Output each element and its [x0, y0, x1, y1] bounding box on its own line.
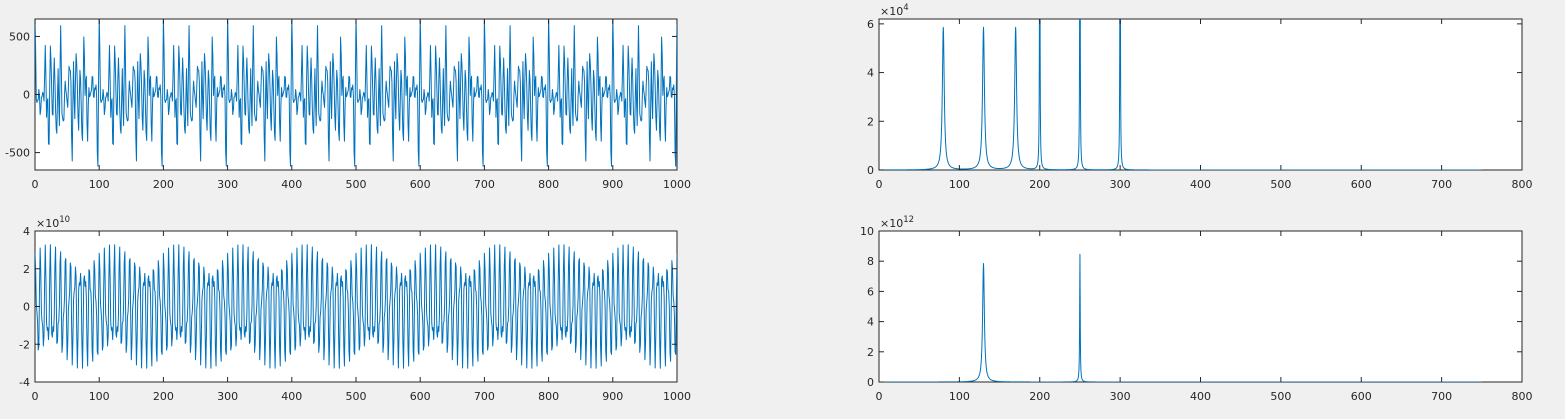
- x-tick-label: 100: [949, 178, 970, 191]
- x-tick-label: 500: [346, 178, 367, 191]
- x-tick-label: 800: [538, 390, 559, 403]
- x-tick-label: 200: [1029, 178, 1050, 191]
- y-exponent-label: ×104: [880, 3, 909, 18]
- x-tick-label: 600: [1351, 178, 1372, 191]
- x-tick-label: 600: [1351, 390, 1372, 403]
- x-tick-label: 200: [153, 390, 174, 403]
- x-tick-label: 0: [32, 390, 39, 403]
- axes-time-signal: 0 100 200 300 400 500 600 700 800 900 1000 -500 0 500: [5, 18, 691, 191]
- y-tick-label: 4: [23, 225, 30, 238]
- x-tick-label: 0: [32, 178, 39, 191]
- x-tick-label: 100: [89, 390, 110, 403]
- x-tick-label: 900: [602, 390, 623, 403]
- x-tick-label: 600: [410, 178, 431, 191]
- axes-spectrum-2: 0 100 200 300 400 500 600 700 800 0 2 4 6 8 10 ×1012: [860, 215, 1533, 403]
- x-tick-label: 900: [602, 178, 623, 191]
- y-tick-label: 2: [23, 263, 30, 276]
- y-tick-label: -4: [19, 376, 30, 389]
- x-tick-label: 400: [281, 178, 302, 191]
- x-tick-label: 600: [410, 390, 431, 403]
- x-tick-label: 800: [1512, 178, 1533, 191]
- axes-spectrum-1: 0 100 200 300 400 500 600 700 800 0 2 4 6 ×104: [867, 3, 1533, 191]
- x-tick-label: 400: [1190, 178, 1211, 191]
- y-tick-label: 500: [9, 30, 30, 43]
- y-exponent-label: ×1010: [36, 215, 70, 230]
- x-tick-label: 700: [1431, 390, 1452, 403]
- series-line: [879, 19, 1483, 170]
- y-tick-label: 4: [867, 316, 874, 329]
- x-tick-label: 1000: [663, 390, 691, 403]
- y-tick-label: 0: [867, 376, 874, 389]
- x-tick-label: 100: [89, 178, 110, 191]
- x-tick-label: 1000: [663, 178, 691, 191]
- x-tick-label: 500: [1270, 390, 1291, 403]
- x-tick-label: 800: [1512, 390, 1533, 403]
- y-tick-label: 0: [867, 164, 874, 177]
- x-tick-label: 200: [153, 178, 174, 191]
- y-tick-label: 2: [867, 115, 874, 128]
- y-tick-label: 8: [867, 255, 874, 268]
- x-tick-label: 0: [876, 178, 883, 191]
- axes-frame: [878, 230, 1523, 383]
- x-tick-label: 300: [1110, 390, 1131, 403]
- axes-frame: [878, 18, 1523, 171]
- y-tick-label: 6: [867, 285, 874, 298]
- x-tick-label: 500: [1270, 178, 1291, 191]
- y-tick-label: 6: [867, 18, 874, 31]
- x-tick-label: 300: [217, 178, 238, 191]
- y-tick-label: 4: [867, 67, 874, 80]
- y-tick-label: -500: [5, 147, 30, 160]
- series-line: [35, 244, 677, 369]
- x-tick-label: 700: [474, 390, 495, 403]
- x-tick-label: 0: [876, 390, 883, 403]
- x-tick-label: 100: [949, 390, 970, 403]
- x-tick-label: 800: [538, 178, 559, 191]
- x-tick-label: 200: [1029, 390, 1050, 403]
- x-tick-label: 700: [474, 178, 495, 191]
- x-tick-label: 700: [1431, 178, 1452, 191]
- series-line: [35, 19, 677, 167]
- x-tick-label: 500: [346, 390, 367, 403]
- y-tick-label: 2: [867, 346, 874, 359]
- series-line: [879, 253, 1483, 382]
- y-tick-label: 0: [23, 89, 30, 102]
- y-tick-label: 10: [860, 225, 874, 238]
- y-tick-label: -2: [19, 338, 30, 351]
- y-tick-label: 0: [23, 301, 30, 314]
- axes-time-signal-2: 0 100 200 300 400 500 600 700 800 900 1000 -4 -2 0 2 4 ×…: [19, 215, 691, 403]
- y-exponent-label: ×1012: [880, 215, 914, 230]
- x-tick-label: 400: [281, 390, 302, 403]
- x-tick-label: 400: [1190, 390, 1211, 403]
- x-tick-label: 300: [1110, 178, 1131, 191]
- x-tick-label: 300: [217, 390, 238, 403]
